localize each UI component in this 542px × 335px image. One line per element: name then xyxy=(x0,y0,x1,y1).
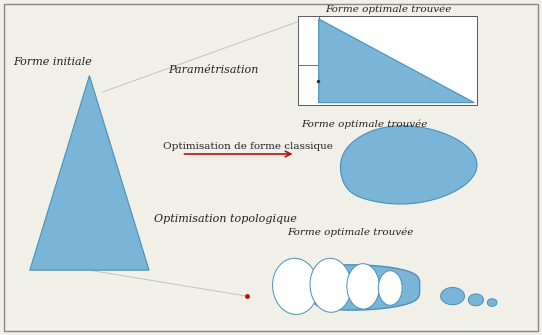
Text: Forme optimale trouvée: Forme optimale trouvée xyxy=(287,227,414,237)
Polygon shape xyxy=(30,76,149,270)
Polygon shape xyxy=(441,287,464,305)
Polygon shape xyxy=(347,264,379,309)
Polygon shape xyxy=(310,258,351,312)
Bar xyxy=(298,16,477,106)
Text: Paramétrisation: Paramétrisation xyxy=(168,65,259,75)
Polygon shape xyxy=(312,265,420,310)
Polygon shape xyxy=(340,126,477,204)
Polygon shape xyxy=(487,299,497,307)
Polygon shape xyxy=(273,258,318,315)
Polygon shape xyxy=(319,19,474,103)
Text: Optimisation topologique: Optimisation topologique xyxy=(154,213,298,223)
Text: Forme optimale trouvée: Forme optimale trouvée xyxy=(325,5,451,14)
Text: Optimisation de forme classique: Optimisation de forme classique xyxy=(163,142,332,151)
Polygon shape xyxy=(378,271,402,305)
Text: Forme initiale: Forme initiale xyxy=(14,57,92,67)
Text: Forme optimale trouvée: Forme optimale trouvée xyxy=(301,120,427,129)
Bar xyxy=(298,16,319,65)
Polygon shape xyxy=(468,294,483,306)
